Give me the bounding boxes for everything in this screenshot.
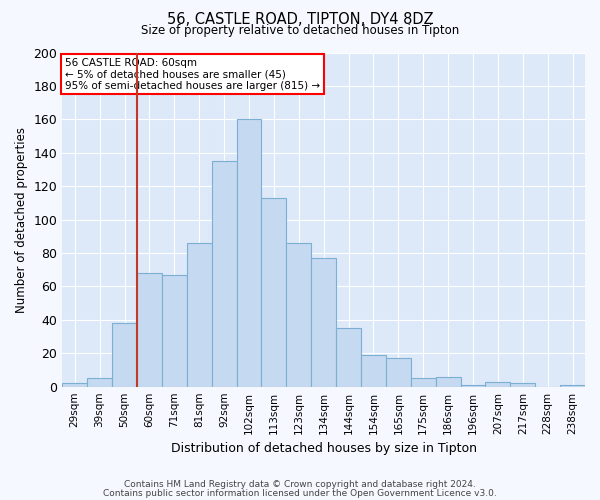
Bar — [436, 376, 461, 386]
Text: 56, CASTLE ROAD, TIPTON, DY4 8DZ: 56, CASTLE ROAD, TIPTON, DY4 8DZ — [167, 12, 433, 28]
Bar — [62, 384, 87, 386]
Bar — [461, 385, 485, 386]
Text: Size of property relative to detached houses in Tipton: Size of property relative to detached ho… — [141, 24, 459, 37]
Bar — [112, 323, 137, 386]
Bar — [286, 243, 311, 386]
Bar — [236, 120, 262, 386]
Bar — [262, 198, 286, 386]
Bar — [485, 382, 511, 386]
Bar — [361, 355, 386, 386]
Y-axis label: Number of detached properties: Number of detached properties — [15, 126, 28, 312]
Bar — [311, 258, 336, 386]
X-axis label: Distribution of detached houses by size in Tipton: Distribution of detached houses by size … — [170, 442, 476, 455]
Bar — [511, 384, 535, 386]
Bar — [187, 243, 212, 386]
Bar — [137, 273, 162, 386]
Bar — [162, 274, 187, 386]
Bar — [386, 358, 411, 386]
Bar — [411, 378, 436, 386]
Bar — [212, 161, 236, 386]
Text: Contains public sector information licensed under the Open Government Licence v3: Contains public sector information licen… — [103, 488, 497, 498]
Text: Contains HM Land Registry data © Crown copyright and database right 2024.: Contains HM Land Registry data © Crown c… — [124, 480, 476, 489]
Bar — [560, 385, 585, 386]
Text: 56 CASTLE ROAD: 60sqm
← 5% of detached houses are smaller (45)
95% of semi-detac: 56 CASTLE ROAD: 60sqm ← 5% of detached h… — [65, 58, 320, 90]
Bar — [336, 328, 361, 386]
Bar — [87, 378, 112, 386]
